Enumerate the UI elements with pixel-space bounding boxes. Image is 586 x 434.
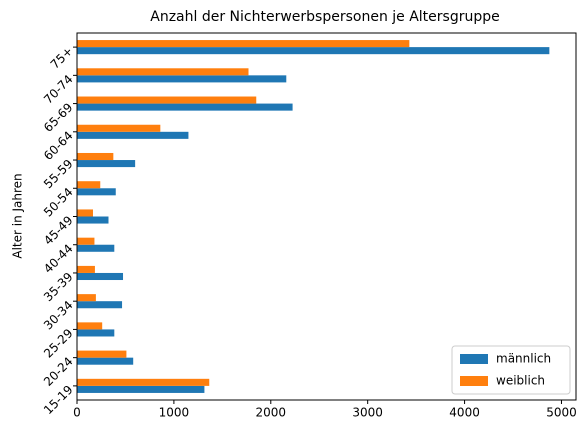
y-axis-label: Alter in Jahren	[11, 173, 25, 258]
y-tick-label: 25-29	[41, 326, 76, 361]
legend-label: weiblich	[496, 374, 545, 388]
bar	[77, 188, 116, 196]
bar	[77, 385, 205, 393]
y-tick-label: 30-34	[41, 298, 76, 333]
legend-swatch	[460, 354, 488, 364]
plot-frame	[76, 32, 577, 401]
bar	[77, 40, 410, 48]
y-tick-label: 45-49	[41, 213, 76, 248]
bar	[77, 103, 293, 111]
x-tick-label: 0	[73, 406, 81, 420]
bar	[77, 47, 550, 55]
bar	[77, 272, 124, 281]
bar	[77, 216, 109, 224]
y-tick-label: 35-39	[41, 270, 76, 305]
bar	[77, 329, 115, 337]
bar	[77, 378, 210, 386]
bar	[77, 96, 257, 104]
bar	[77, 322, 103, 330]
y-tick-label: 75+	[48, 44, 76, 72]
bar	[77, 152, 114, 161]
bar	[77, 294, 96, 302]
chart-title: Anzahl der Nichterwerbspersonen je Alter…	[150, 9, 500, 25]
bar	[77, 160, 136, 168]
bar	[77, 265, 95, 273]
y-tick-label: 50-54	[41, 185, 76, 220]
x-tick-label: 3000	[352, 406, 383, 420]
x-tick-label: 5000	[546, 406, 577, 420]
x-tick-label: 2000	[256, 406, 287, 420]
legend-label: männlich	[496, 352, 551, 366]
y-tick-label: 20-24	[41, 354, 76, 389]
bar	[77, 350, 127, 358]
bar	[77, 244, 115, 252]
bar	[77, 68, 249, 76]
bar	[77, 301, 123, 309]
x-tick-label: 4000	[449, 406, 480, 420]
y-tick-label: 65-69	[41, 100, 76, 135]
bar	[77, 124, 161, 132]
x-tick-label: 1000	[159, 406, 190, 420]
bar	[77, 181, 101, 189]
y-tick-label: 70-74	[41, 72, 76, 107]
y-tick-label: 40-44	[41, 241, 76, 276]
bar	[77, 131, 189, 139]
bar	[77, 209, 93, 217]
y-tick-label: 60-64	[41, 129, 76, 164]
y-tick-label: 55-59	[41, 157, 76, 192]
bar	[77, 237, 95, 245]
bar	[77, 75, 287, 83]
y-tick-label: 15-19	[41, 383, 76, 418]
legend-swatch	[460, 376, 488, 386]
bar	[77, 357, 134, 365]
